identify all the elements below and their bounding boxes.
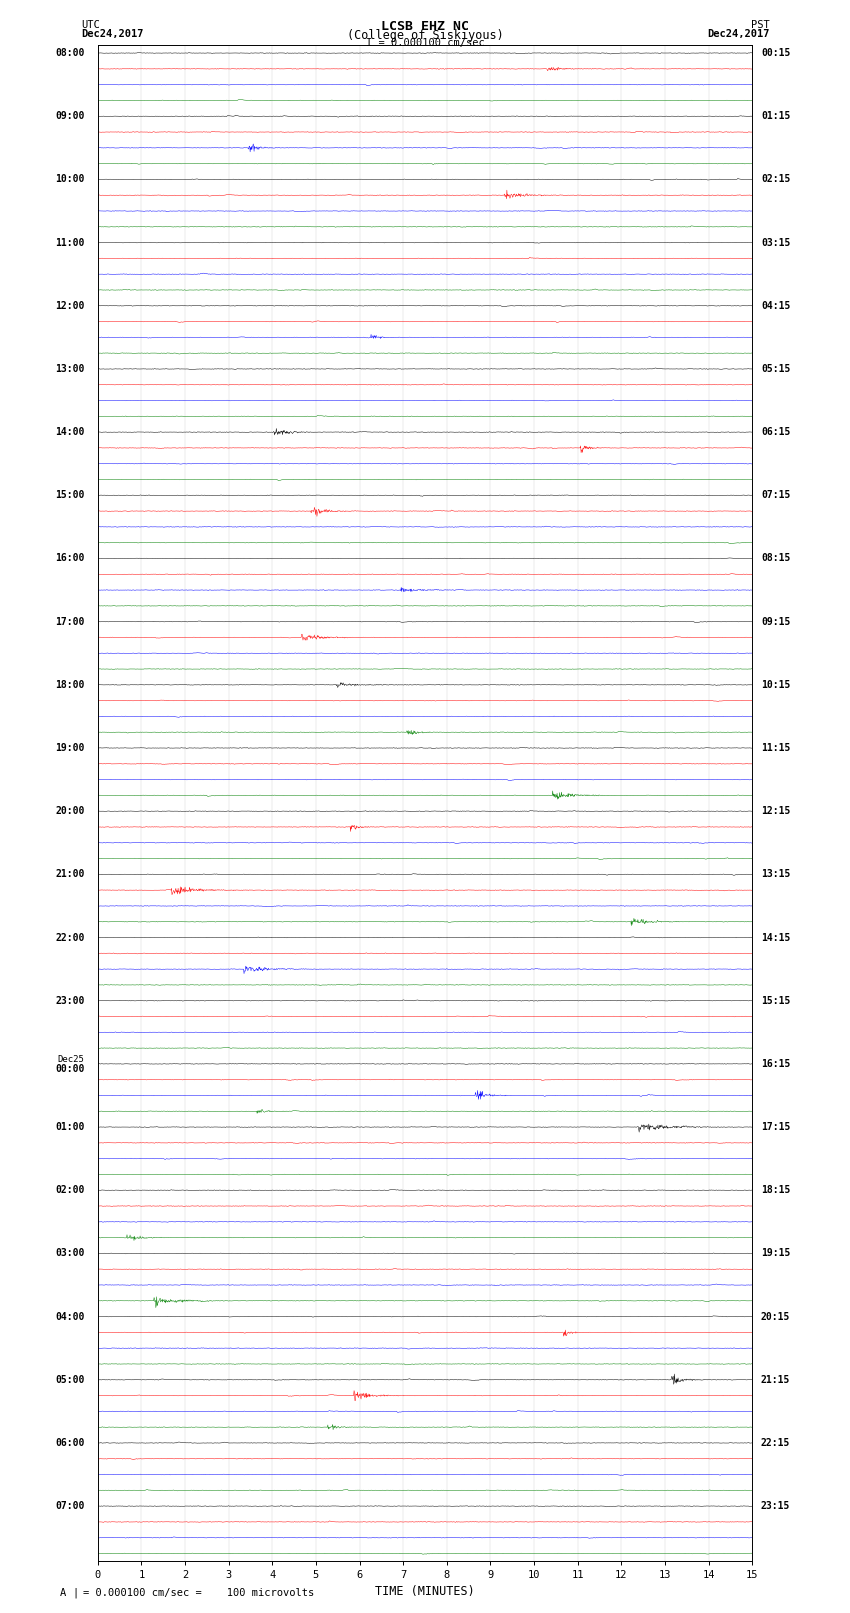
Text: 12:00: 12:00	[55, 300, 85, 311]
Text: 05:15: 05:15	[761, 365, 790, 374]
Text: 12:15: 12:15	[761, 806, 790, 816]
Text: 17:00: 17:00	[55, 616, 85, 626]
Text: |: |	[72, 1587, 78, 1597]
Text: Dec25: Dec25	[58, 1055, 85, 1063]
Text: 02:15: 02:15	[761, 174, 790, 184]
Text: 21:15: 21:15	[761, 1374, 790, 1384]
Text: Dec24,2017: Dec24,2017	[81, 29, 144, 39]
Text: 06:15: 06:15	[761, 427, 790, 437]
Text: 13:00: 13:00	[55, 365, 85, 374]
Text: 07:00: 07:00	[55, 1502, 85, 1511]
Text: 03:00: 03:00	[55, 1248, 85, 1258]
Text: 15:15: 15:15	[761, 995, 790, 1005]
Text: 11:15: 11:15	[761, 744, 790, 753]
Text: 17:15: 17:15	[761, 1123, 790, 1132]
Text: LCSB EHZ NC: LCSB EHZ NC	[381, 19, 469, 34]
Text: 13:15: 13:15	[761, 869, 790, 879]
Text: 19:00: 19:00	[55, 744, 85, 753]
Text: Dec24,2017: Dec24,2017	[706, 29, 769, 39]
Text: I = 0.000100 cm/sec: I = 0.000100 cm/sec	[366, 39, 484, 48]
Text: 16:15: 16:15	[761, 1058, 790, 1069]
Text: 20:15: 20:15	[761, 1311, 790, 1321]
Text: 22:15: 22:15	[761, 1437, 790, 1448]
Text: 05:00: 05:00	[55, 1374, 85, 1384]
Text: 08:15: 08:15	[761, 553, 790, 563]
Text: 01:15: 01:15	[761, 111, 790, 121]
Text: 01:00: 01:00	[55, 1123, 85, 1132]
Text: PST: PST	[751, 19, 769, 31]
Text: 21:00: 21:00	[55, 869, 85, 879]
Text: 06:00: 06:00	[55, 1437, 85, 1448]
Text: 14:15: 14:15	[761, 932, 790, 942]
Text: 15:00: 15:00	[55, 490, 85, 500]
Text: 08:00: 08:00	[55, 48, 85, 58]
Text: 09:15: 09:15	[761, 616, 790, 626]
Text: 11:00: 11:00	[55, 237, 85, 247]
Text: 04:15: 04:15	[761, 300, 790, 311]
Text: (College of Siskiyous): (College of Siskiyous)	[347, 29, 503, 42]
Text: 18:00: 18:00	[55, 679, 85, 690]
Text: 23:15: 23:15	[761, 1502, 790, 1511]
Text: 22:00: 22:00	[55, 932, 85, 942]
X-axis label: TIME (MINUTES): TIME (MINUTES)	[375, 1584, 475, 1597]
Text: 04:00: 04:00	[55, 1311, 85, 1321]
Text: = 0.000100 cm/sec =    100 microvolts: = 0.000100 cm/sec = 100 microvolts	[83, 1587, 314, 1597]
Text: 07:15: 07:15	[761, 490, 790, 500]
Text: 20:00: 20:00	[55, 806, 85, 816]
Text: 03:15: 03:15	[761, 237, 790, 247]
Text: 19:15: 19:15	[761, 1248, 790, 1258]
Text: 09:00: 09:00	[55, 111, 85, 121]
Text: 00:00: 00:00	[55, 1063, 85, 1074]
Text: A: A	[60, 1587, 65, 1597]
Text: 10:15: 10:15	[761, 679, 790, 690]
Text: 00:15: 00:15	[761, 48, 790, 58]
Text: 02:00: 02:00	[55, 1186, 85, 1195]
Text: UTC: UTC	[81, 19, 99, 31]
Text: 10:00: 10:00	[55, 174, 85, 184]
Text: 18:15: 18:15	[761, 1186, 790, 1195]
Text: 16:00: 16:00	[55, 553, 85, 563]
Text: 14:00: 14:00	[55, 427, 85, 437]
Text: 23:00: 23:00	[55, 995, 85, 1005]
